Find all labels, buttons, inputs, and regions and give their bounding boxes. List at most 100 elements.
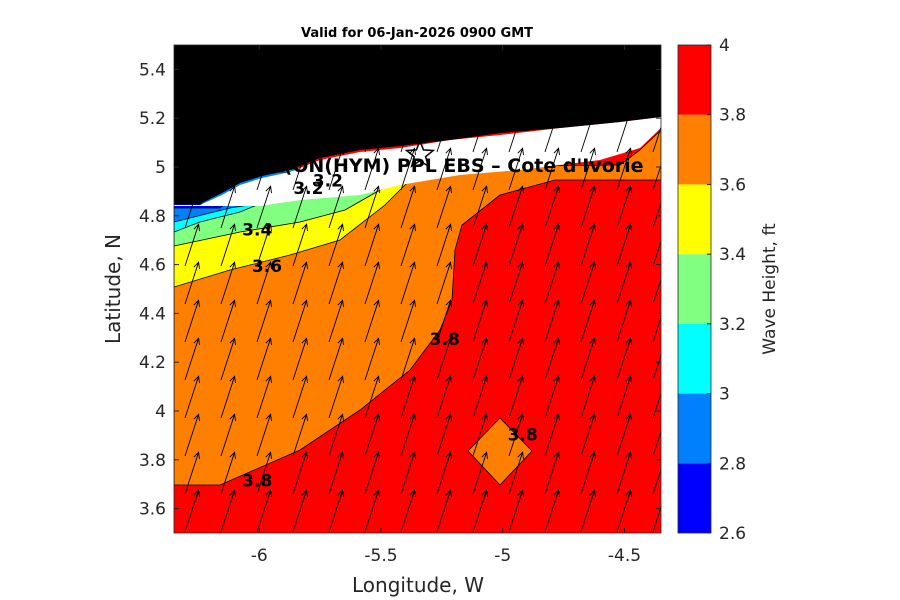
wave-arrow [400, 489, 416, 533]
wave-arrow [292, 147, 308, 191]
wave-arrow [364, 147, 380, 191]
wave-arrow [436, 109, 452, 153]
wave-arrow [220, 337, 236, 381]
wave-arrow [364, 109, 380, 153]
wave-arrow [184, 337, 200, 381]
wave-arrow [544, 299, 560, 343]
y-tick-label: 4.2 [139, 353, 166, 373]
x-tick-label: -4.5 [608, 546, 641, 566]
wave-arrow [328, 375, 344, 419]
contour-label: 3.6 [252, 257, 282, 277]
land-mask [174, 45, 661, 204]
wave-arrow [436, 185, 452, 229]
x-axis-label: Longitude, W [352, 573, 484, 597]
wave-arrow [580, 109, 596, 153]
wave-arrow [436, 223, 452, 267]
wave-arrow [472, 337, 488, 381]
wave-arrow [616, 451, 632, 495]
wave-arrow [508, 147, 524, 191]
wave-arrow [652, 505, 661, 533]
wave-direction-arrows [184, 109, 661, 533]
wave-arrow [616, 337, 632, 381]
plot-frame [173, 44, 662, 534]
wave-arrow [364, 223, 380, 267]
wave-arrow [220, 109, 236, 153]
contour-labels: 3.23.2 3.4 3.6 3.8 3.8 3.8 [242, 172, 538, 492]
wave-arrow [364, 185, 380, 229]
wave-arrow [508, 451, 524, 495]
y-axis-ticks: 3.6 3.8 4 4.2 4.4 4.6 4.8 5 5.2 5.4 [139, 60, 661, 520]
wave-arrow [652, 353, 661, 381]
wave-arrow [616, 147, 632, 191]
wave-arrow [652, 429, 661, 457]
contour-label: 3.2 [313, 172, 343, 192]
wave-arrow [256, 451, 272, 495]
colorbar-tick-label: 2.6 [719, 524, 746, 544]
wave-arrow [580, 223, 596, 267]
wave-arrow [472, 375, 488, 419]
colorbar-swatch [678, 45, 711, 115]
wave-arrow [436, 261, 452, 305]
wave-arrow [220, 375, 236, 419]
wave-arrow [580, 375, 596, 419]
wave-arrow [292, 223, 308, 267]
wave-arrow [652, 201, 661, 229]
colorbar-frame [677, 44, 712, 534]
wave-arrow [400, 299, 416, 343]
wave-arrow [328, 413, 344, 457]
wave-arrow [436, 489, 452, 533]
wave-arrow [544, 375, 560, 419]
wave-arrow [436, 413, 452, 457]
wave-arrow [472, 299, 488, 343]
wave-arrow [364, 489, 380, 533]
y-tick-label: 4.4 [139, 304, 166, 324]
wave-arrow [184, 299, 200, 343]
wave-arrow [256, 185, 272, 229]
wave-arrow [652, 315, 661, 343]
wave-arrow [256, 261, 272, 305]
wave-arrow [508, 375, 524, 419]
wave-arrow [256, 413, 272, 457]
wave-arrow [472, 223, 488, 267]
contour-label: 3.4 [242, 220, 272, 240]
wave-arrow [292, 413, 308, 457]
y-tick-label: 4.8 [139, 207, 166, 227]
wave-arrow [364, 261, 380, 305]
wave-arrow [364, 375, 380, 419]
wave-arrow [184, 223, 200, 267]
wave-arrow [328, 337, 344, 381]
wave-arrow [580, 489, 596, 533]
wave-arrow [472, 147, 488, 191]
wave-arrow [616, 223, 632, 267]
wave-arrow [652, 163, 661, 191]
contour-label: 3.2 [293, 179, 323, 199]
contour-label: 3.8 [508, 425, 538, 445]
wave-arrow [544, 489, 560, 533]
wave-arrow [400, 375, 416, 419]
colorbar: 2.6 2.8 3 3.2 3.4 3.6 3.8 4 [677, 36, 746, 544]
wave-arrow [580, 337, 596, 381]
wave-arrow [184, 413, 200, 457]
wave-arrow [544, 109, 560, 153]
wave-arrow [328, 109, 344, 153]
wave-arrow [580, 451, 596, 495]
y-tick-label: 4.6 [139, 256, 166, 276]
wave-arrow [256, 489, 272, 533]
x-tick-label: -5.5 [364, 546, 397, 566]
wave-arrow [544, 223, 560, 267]
wave-arrow [652, 125, 661, 153]
plot-area [174, 45, 661, 533]
colorbar-tick-label: 3.6 [719, 175, 746, 195]
wave-arrow [508, 299, 524, 343]
colorbar-tick-label: 3.2 [719, 315, 746, 335]
x-axis-ticks: -6 -5.5 -5 -4.5 [251, 45, 641, 566]
wave-arrow [292, 185, 308, 229]
wave-arrow [184, 451, 200, 495]
wave-arrow [256, 223, 272, 267]
wave-arrow [616, 185, 632, 229]
wave-arrow [508, 413, 524, 457]
wave-arrow [544, 413, 560, 457]
wave-arrow [616, 413, 632, 457]
wave-arrow [544, 147, 560, 191]
wave-arrow [580, 185, 596, 229]
